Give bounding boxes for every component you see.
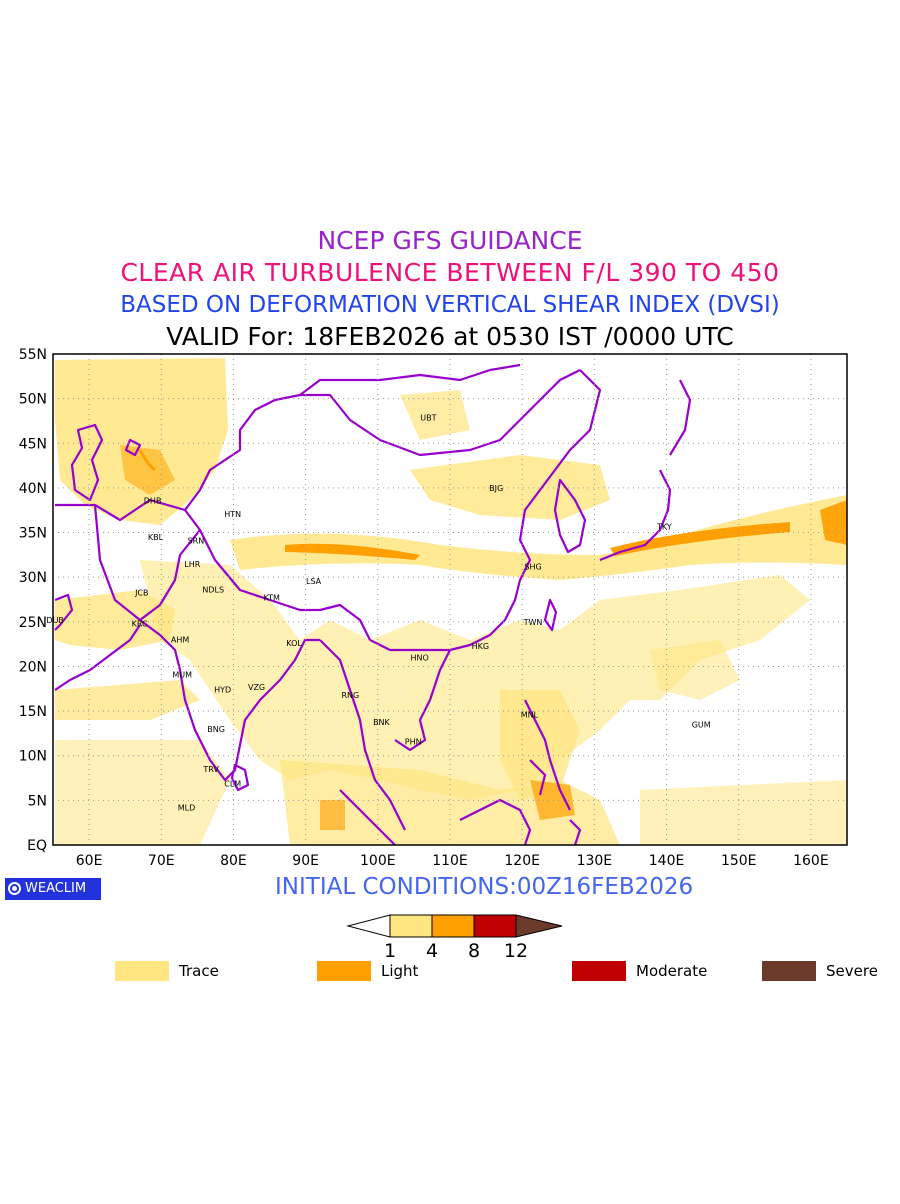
station-label-hkg: HKG [472,642,489,651]
map-frame [52,353,848,846]
station-label-dhb: DHB [144,496,162,505]
station-label-vzg: VZG [248,683,265,692]
lat-tick-label: 40N [19,481,47,497]
legend-swatch [762,961,816,981]
station-label-ndls: NDLS [202,586,224,595]
station-label-kol: KOL [286,639,302,648]
station-label-tky: TKY [656,522,672,531]
colorbar-break-label: 4 [425,940,439,962]
station-label-rng: RNG [342,691,360,700]
station-label-ktm: KTM [263,594,280,603]
lon-tick-label: 90E [292,853,319,869]
title-line-1: NCEP GFS GUIDANCE [317,226,583,255]
initial-conditions: INITIAL CONDITIONS:00Z16FEB2026 [275,874,694,900]
valid-time-line: VALID For: 18FEB2026 at 0530 IST /0000 U… [166,322,734,351]
legend-label: Light [381,962,419,980]
colorbar-low-arrow [346,914,391,938]
lat-tick-label: 5N [28,793,47,809]
lon-tick-label: 120E [504,853,540,869]
weaclim-ring-icon [8,882,21,895]
lat-tick-label: 45N [19,436,47,452]
colorbar [346,914,563,938]
weaclim-logo: WEACLIM [5,878,101,900]
lat-tick-label: EQ [27,838,47,854]
lat-tick-label: 15N [19,704,47,720]
legend-swatch [317,961,371,981]
colorbar-break-label: 8 [467,940,481,962]
lon-tick-label: 70E [148,853,175,869]
lon-tick-label: 150E [721,853,757,869]
station-label-ahm: AHM [171,636,189,645]
station-label-clm: CLM [224,779,241,788]
lat-tick-label: 50N [19,392,47,408]
lat-tick-label: 25N [19,615,47,631]
lon-tick-label: 160E [793,853,829,869]
colorbar-high-arrow [515,914,563,938]
station-label-trv: TRV [202,765,219,774]
colorbar-break-label: 12 [503,940,529,962]
station-label-mnl: MNL [521,711,539,720]
colorbar-segment-3 [473,914,517,938]
station-label-jcb: JCB [134,588,148,597]
lon-tick-label: 60E [76,853,103,869]
lat-tick-label: 35N [19,526,47,542]
turbulence-shading [55,358,847,845]
legend-label: Trace [179,962,219,980]
legend-label: Moderate [636,962,708,980]
station-label-mld: MLD [178,804,196,813]
legend-swatch [115,961,169,981]
legend-swatch [572,961,626,981]
title-line-3: BASED ON DEFORMATION VERTICAL SHEAR INDE… [120,292,780,318]
station-label-bnk: BNK [373,718,390,727]
station-label-lhr: LHR [184,560,200,569]
station-label-lsa: LSA [306,577,322,586]
station-label-htn: HTN [224,510,241,519]
station-label-srn: SRN [188,537,205,546]
lat-tick-label: 55N [19,347,47,363]
lon-tick-label: 110E [432,853,468,869]
station-labels: UBT BJG DHB HTN TKY KBL SRN LHR SHG LSA JCB NDLS KTM… [46,413,710,812]
axis-ticks: EQ 5N 10N 15N 20N 25N 30N 35N 40N 45N 50N 55N 60E 70E… [19,347,829,869]
station-label-gum: GUM [692,720,711,729]
station-label-hyd: HYD [214,686,231,695]
map-gridlines [53,354,847,845]
lat-tick-label: 10N [19,749,47,765]
station-label-kbl: KBL [148,533,164,542]
station-label-hno: HNO [411,654,429,663]
station-label-dub: DUB [46,616,64,625]
colorbar-segment-2 [431,914,475,938]
colorbar-break-label: 1 [383,940,397,962]
lat-tick-label: 20N [19,659,47,675]
station-label-ubt: UBT [420,413,436,422]
lon-tick-label: 130E [577,853,613,869]
station-label-phn: PHN [405,737,422,746]
lon-tick-label: 80E [220,853,247,869]
logo-text: WEACLIM [25,881,87,896]
station-label-twn: TWN [523,618,543,627]
station-label-bjg: BJG [489,484,503,493]
lon-tick-label: 140E [649,853,685,869]
legend-label: Severe [826,962,878,980]
country-boundaries [54,363,692,845]
lon-tick-label: 100E [360,853,396,869]
station-label-bng: BNG [207,725,225,734]
station-label-krc: KRC [132,620,148,629]
lat-tick-label: 30N [19,570,47,586]
colorbar-segment-1 [389,914,433,938]
station-label-shg: SHG [524,562,541,571]
station-label-mum: MUM [172,670,192,679]
title-line-2: CLEAR AIR TURBULENCE BETWEEN F/L 390 TO … [120,258,780,287]
